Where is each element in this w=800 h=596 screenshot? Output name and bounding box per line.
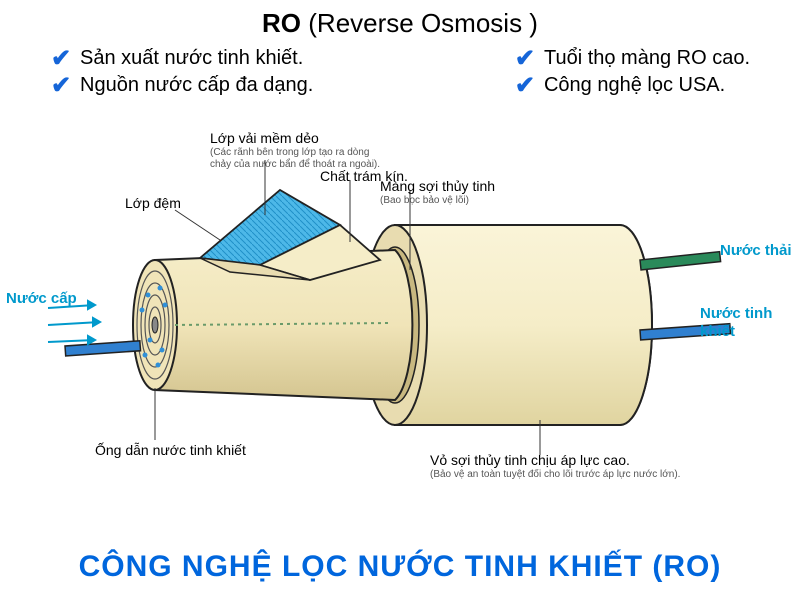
label-mang-soi: Màng sợi thủy tinh (Bao bọc bảo vệ lõi) (380, 178, 495, 207)
ro-diagram: Lớp vải mềm dẻo (Các rãnh bên trong lớp … (0, 130, 800, 510)
features-left: ✔ Sản xuất nước tinh khiết. ✔ Nguồn nước… (50, 47, 313, 97)
feature-item: ✔ Sản xuất nước tinh khiết. (50, 47, 313, 70)
label-nuoc-thai: Nước thải (720, 242, 792, 260)
check-icon: ✔ (514, 75, 536, 97)
features-row: ✔ Sản xuất nước tinh khiết. ✔ Nguồn nước… (0, 39, 800, 97)
features-right: ✔ Tuổi thọ màng RO cao. ✔ Công nghệ lọc … (514, 47, 750, 97)
label-lop-vai: Lớp vải mềm dẻo (Các rãnh bên trong lớp … (210, 130, 390, 171)
main-title: RO (Reverse Osmosis ) (0, 0, 800, 39)
feature-text: Nguồn nước cấp đa dạng. (80, 74, 313, 97)
feature-text: Công nghệ lọc USA. (544, 74, 725, 97)
feature-item: ✔ Nguồn nước cấp đa dạng. (50, 74, 313, 97)
feature-text: Tuổi thọ màng RO cao. (544, 47, 750, 70)
title-paren: (Reverse Osmosis ) (308, 8, 538, 38)
check-icon: ✔ (50, 75, 72, 97)
label-nuoc-tinh-khiet: Nước tinh khiết (700, 305, 795, 341)
label-lop-dem: Lớp đệm (125, 195, 181, 212)
feature-text: Sản xuất nước tinh khiết. (80, 47, 303, 70)
feature-item: ✔ Công nghệ lọc USA. (514, 74, 750, 97)
label-nuoc-cap: Nước cấp (6, 290, 77, 308)
check-icon: ✔ (50, 48, 72, 70)
title-ro: RO (262, 8, 301, 38)
bottom-title: CÔNG NGHỆ LỌC NƯỚC TINH KHIẾT (RO) (0, 550, 800, 584)
label-ong-dan: Ống dẫn nước tinh khiết (95, 442, 246, 459)
label-vo-soi: Vỏ sợi thủy tinh chịu áp lực cao. (Bảo v… (430, 452, 680, 481)
check-icon: ✔ (514, 48, 536, 70)
feature-item: ✔ Tuổi thọ màng RO cao. (514, 47, 750, 70)
